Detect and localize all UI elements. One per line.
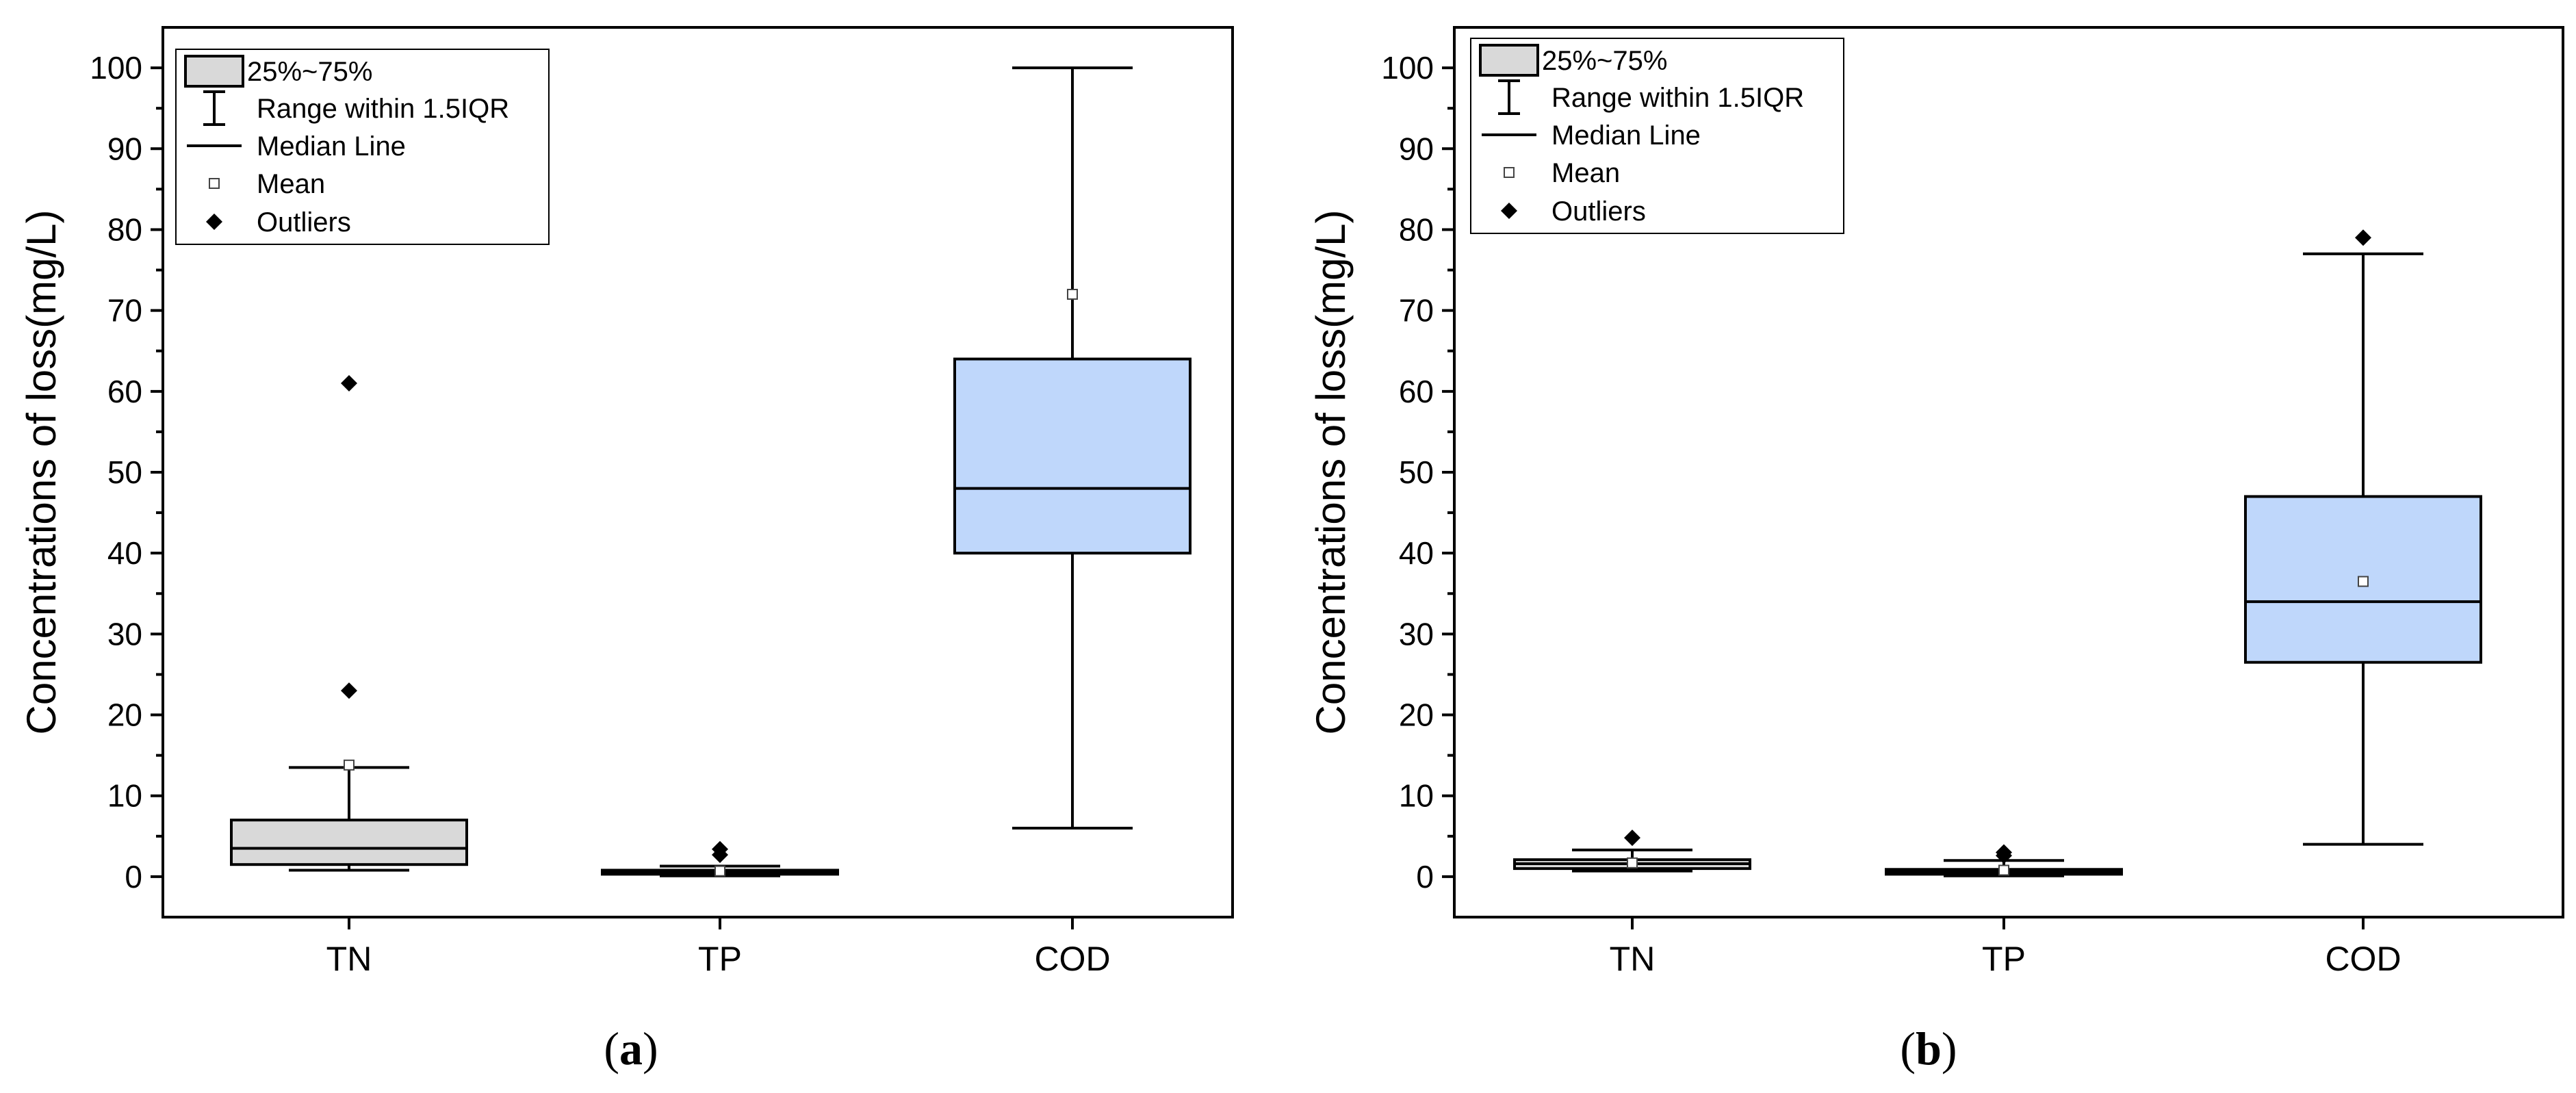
y-tick-label: 20 bbox=[107, 697, 142, 733]
y-tick-label: 40 bbox=[1399, 535, 1434, 571]
box-TP bbox=[601, 840, 839, 877]
y-tick-label: 60 bbox=[1399, 374, 1434, 409]
mean-marker bbox=[714, 865, 725, 877]
y-tick-label: 80 bbox=[107, 211, 142, 247]
y-tick-label: 10 bbox=[107, 778, 142, 814]
legend-entry-label: Mean bbox=[257, 169, 325, 199]
legend-entry-label: Mean bbox=[1551, 158, 1620, 188]
mean-marker bbox=[344, 759, 355, 771]
box-TP bbox=[1885, 844, 2123, 877]
panel-caption: (b) bbox=[1900, 1023, 1957, 1075]
x-tick-label: COD bbox=[1034, 940, 1110, 978]
panel-b: 0 10 20 30 40 50 60 70 80 90 100 Concentrations of … bbox=[1308, 26, 2564, 1075]
y-tick-label: 100 bbox=[1381, 50, 1434, 86]
legend-outlier-swatch bbox=[1501, 203, 1517, 219]
y-tick-label: 0 bbox=[125, 859, 142, 895]
x-tick-label: TN bbox=[326, 940, 372, 978]
x-tick-label: TN bbox=[1610, 940, 1656, 978]
y-axis-title: Concentrations of loss(mg/L) bbox=[18, 210, 64, 735]
legend-entry-label: Outliers bbox=[257, 207, 351, 237]
legend-mean-swatch bbox=[1504, 167, 1515, 178]
y-tick-label: 90 bbox=[107, 131, 142, 166]
panel-caption-letter: b bbox=[1916, 1023, 1942, 1075]
box-COD bbox=[953, 66, 1192, 830]
y-tick-label: 70 bbox=[1399, 293, 1434, 329]
iqr-box bbox=[230, 819, 468, 866]
legend: 25%~75% Range within 1.5IQR Median Line Mea… bbox=[1470, 38, 1844, 234]
legend-entry-label: Median Line bbox=[1551, 120, 1701, 151]
outlier-point bbox=[712, 840, 728, 858]
mean-marker bbox=[1067, 289, 1078, 300]
y-tick-label: 30 bbox=[107, 616, 142, 652]
y-tick-label: 10 bbox=[1399, 778, 1434, 814]
mean-marker bbox=[2358, 576, 2369, 587]
y-tick-label: 70 bbox=[107, 293, 142, 329]
y-tick-label: 30 bbox=[1399, 616, 1434, 652]
outlier-point bbox=[341, 682, 357, 699]
box-COD bbox=[2244, 229, 2482, 846]
legend-mean-swatch bbox=[209, 178, 220, 189]
y-tick-label: 0 bbox=[1416, 859, 1434, 895]
legend-entry-label: Range within 1.5IQR bbox=[1551, 83, 1804, 113]
legend-entry-label: 25%~75% bbox=[1542, 46, 1667, 76]
outlier-point bbox=[1624, 830, 1640, 847]
y-tick-label: 20 bbox=[1399, 697, 1434, 733]
mean-marker bbox=[1998, 864, 2009, 876]
box-TN bbox=[1513, 830, 1751, 873]
iqr-box bbox=[953, 357, 1192, 555]
outlier-point bbox=[341, 375, 357, 391]
y-axis-title: Concentrations of loss(mg/L) bbox=[1308, 210, 1354, 735]
y-tick-label: 80 bbox=[1399, 211, 1434, 247]
legend-entry-label: 25%~75% bbox=[247, 57, 372, 87]
y-tick-label: 60 bbox=[107, 374, 142, 409]
y-tick-label: 50 bbox=[1399, 454, 1434, 490]
outlier-point bbox=[1996, 844, 2012, 861]
outlier-point bbox=[2355, 229, 2371, 246]
panel-caption-letter: a bbox=[619, 1023, 643, 1075]
legend-box-swatch bbox=[184, 55, 244, 88]
panel-caption: (a) bbox=[604, 1023, 658, 1075]
y-tick-label: 100 bbox=[90, 50, 142, 86]
y-tick-label: 50 bbox=[107, 454, 142, 490]
x-tick-label: TP bbox=[1982, 940, 2026, 978]
y-tick-label: 40 bbox=[107, 535, 142, 571]
x-tick-label: COD bbox=[2325, 940, 2401, 978]
legend-entry-label: Outliers bbox=[1551, 196, 1646, 227]
legend-outlier-swatch bbox=[206, 214, 222, 230]
x-tick-label: TP bbox=[698, 940, 742, 978]
legend-entry-label: Median Line bbox=[257, 131, 406, 162]
box-TN bbox=[230, 375, 468, 872]
panel-a: 0 10 20 30 40 50 60 70 80 90 100 Concentrations of … bbox=[18, 26, 1234, 1075]
mean-marker bbox=[1627, 857, 1638, 869]
legend: 25%~75% Range within 1.5IQR Median Line Mea… bbox=[175, 49, 550, 245]
legend-entry-label: Range within 1.5IQR bbox=[257, 94, 509, 124]
legend-box-swatch bbox=[1479, 44, 1539, 77]
y-tick-label: 90 bbox=[1399, 131, 1434, 166]
